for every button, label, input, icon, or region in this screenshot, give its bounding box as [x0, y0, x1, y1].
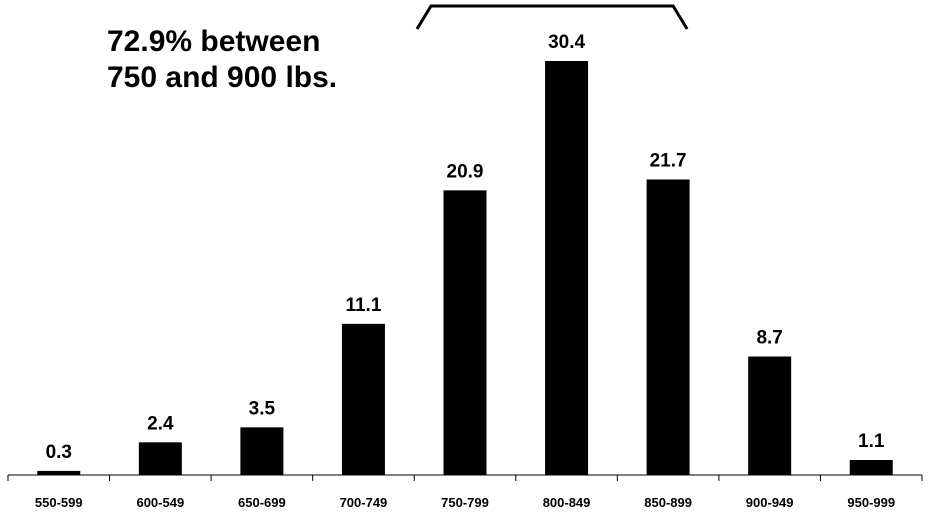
tick-label-850-899: 850-899 — [644, 495, 692, 510]
bars-layer — [37, 61, 893, 476]
x-axis-tick-labels: 550-599 600-549 650-699 700-749 750-799 800-8… — [35, 495, 895, 510]
annotation-line-2: 750 and 900 lbs. — [107, 61, 338, 94]
tick-label-900-949: 900-949 — [746, 495, 794, 510]
tick-label-700-749: 700-749 — [340, 495, 388, 510]
data-label-900-949: 8.7 — [756, 328, 782, 349]
bar-900-949 — [748, 356, 792, 475]
bar-950-999 — [849, 460, 893, 475]
tick-label-750-799: 750-799 — [441, 495, 489, 510]
bar-800-849 — [545, 61, 589, 475]
value-labels-layer: 0.3 2.4 3.5 11.1 20.9 30.4 21.7 8.7 1.1 — [46, 32, 885, 463]
tick-label-800-849: 800-849 — [543, 495, 591, 510]
bar-600-549 — [138, 442, 182, 475]
data-label-750-799: 20.9 — [447, 161, 484, 182]
data-label-650-699: 3.5 — [249, 398, 276, 419]
data-label-600-549: 2.4 — [147, 413, 174, 434]
x-axis-ticks — [7, 475, 923, 481]
bar-650-699 — [240, 427, 284, 475]
data-label-800-849: 30.4 — [548, 32, 585, 53]
bar-750-799 — [443, 190, 487, 476]
data-label-700-749: 11.1 — [345, 295, 381, 316]
tick-label-950-999: 950-999 — [847, 495, 895, 510]
annotation-line-1: 72.9% between — [107, 25, 321, 58]
bar-550-599 — [37, 470, 81, 475]
data-label-950-999: 1.1 — [858, 431, 885, 452]
range-bracket — [415, 4, 689, 30]
bar-850-899 — [646, 179, 690, 476]
data-label-850-899: 21.7 — [650, 150, 687, 171]
data-label-550-599: 0.3 — [46, 442, 72, 463]
tick-label-650-699: 650-699 — [238, 495, 286, 510]
tick-label-550-599: 550-599 — [35, 495, 83, 510]
tick-label-600-549: 600-549 — [136, 495, 184, 510]
bar-700-749 — [341, 323, 385, 475]
